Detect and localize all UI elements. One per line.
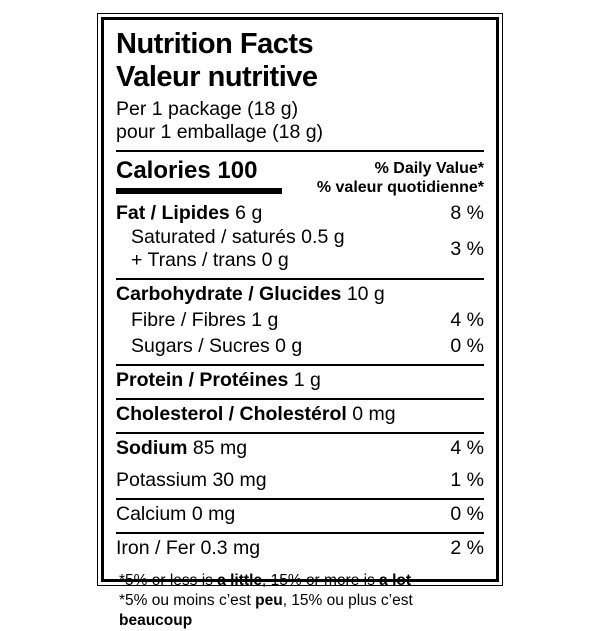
- separator-header: [116, 150, 484, 152]
- nutrition-facts-label: Nutrition Facts Valeur nutritive Per 1 p…: [97, 13, 503, 629]
- potassium-label: Potassium 30 mg: [116, 469, 267, 491]
- daily-value-header: % Daily Value* % valeur quotidienne*: [317, 158, 484, 197]
- nutrient-row-fibre: Fibre / Fibres 1 g 4 %: [116, 306, 484, 332]
- daily-value-header-french: % valeur quotidienne*: [316, 179, 484, 196]
- iron-label: Iron / Fer 0.3 mg: [116, 537, 261, 559]
- serving-size-french: pour 1 emballage (18 g): [116, 121, 324, 143]
- separator-protein: [116, 398, 484, 400]
- separator-fat: [116, 278, 484, 280]
- potassium-percent: 1 %: [450, 469, 484, 491]
- nutrient-row-sodium: Sodium 85 mg 4 %: [116, 434, 484, 460]
- saturated-percent: 3 %: [450, 237, 484, 260]
- separator-cholesterol: [116, 432, 484, 434]
- calories-underline-bar: [116, 188, 282, 194]
- separator-potassium: [116, 498, 484, 500]
- nutrition-facts-inner-box: Nutrition Facts Valeur nutritive Per 1 p…: [101, 17, 499, 629]
- daily-value-header-english: % Daily Value*: [374, 160, 484, 177]
- fat-percent: 8 %: [450, 202, 484, 224]
- label-title-english: Nutrition Facts: [116, 28, 314, 60]
- trans-label: + Trans / trans 0 g: [131, 249, 289, 271]
- footnote-french: *5% ou moins c’est peu, 15% ou plus c’es…: [119, 592, 413, 629]
- fibre-percent: 4 %: [450, 309, 484, 331]
- calories-section: Calories 100 % Daily Value* % valeur quo…: [116, 152, 484, 197]
- nutrient-row-potassium: Potassium 30 mg 1 %: [116, 466, 484, 492]
- nutrient-row-iron: Iron / Fer 0.3 mg 2 %: [116, 534, 484, 560]
- fat-label: Fat / Lipides 6 g: [116, 202, 263, 224]
- sodium-label: Sodium 85 mg: [116, 437, 248, 459]
- nutrient-row-calcium: Calcium 0 mg 0 %: [116, 500, 484, 526]
- fibre-label: Fibre / Fibres 1 g: [131, 309, 279, 331]
- footnote-english: *5% or less is a little, 15% or more is …: [119, 572, 412, 589]
- iron-percent: 2 %: [450, 537, 484, 559]
- label-title-french: Valeur nutritive: [116, 61, 318, 93]
- serving-size-english: Per 1 package (18 g): [116, 98, 299, 120]
- protein-label: Protein / Protéines 1 g: [116, 369, 321, 391]
- saturated-trans-labels: Saturated / saturés 0.5 g + Trans / tran…: [116, 226, 345, 272]
- sodium-percent: 4 %: [450, 437, 484, 459]
- nutrient-row-sugars: Sugars / Sucres 0 g 0 %: [116, 332, 484, 358]
- nutrient-row-protein: Protein / Protéines 1 g: [116, 366, 484, 392]
- calcium-label: Calcium 0 mg: [116, 503, 236, 525]
- nutrient-row-carbohydrate: Carbohydrate / Glucides 10 g: [116, 280, 484, 306]
- calories-value: Calories 100: [116, 157, 258, 184]
- nutrient-row-cholesterol: Cholesterol / Cholestérol 0 mg: [116, 400, 484, 426]
- nutrient-row-saturated-trans: Saturated / saturés 0.5 g + Trans / tran…: [116, 225, 484, 272]
- saturated-label: Saturated / saturés 0.5 g: [131, 226, 345, 248]
- carbohydrate-label: Carbohydrate / Glucides 10 g: [116, 283, 385, 305]
- separator-calcium: [116, 532, 484, 534]
- sugars-percent: 0 %: [450, 335, 484, 357]
- calcium-percent: 0 %: [450, 503, 484, 525]
- sugars-label: Sugars / Sucres 0 g: [131, 335, 303, 357]
- separator-carbohydrate: [116, 364, 484, 366]
- page-background: Nutrition Facts Valeur nutritive Per 1 p…: [97, 13, 503, 629]
- calories-block: Calories 100: [116, 158, 282, 194]
- cholesterol-label: Cholesterol / Cholestérol 0 mg: [116, 403, 396, 425]
- nutrient-row-fat: Fat / Lipides 6 g 8 %: [116, 197, 484, 225]
